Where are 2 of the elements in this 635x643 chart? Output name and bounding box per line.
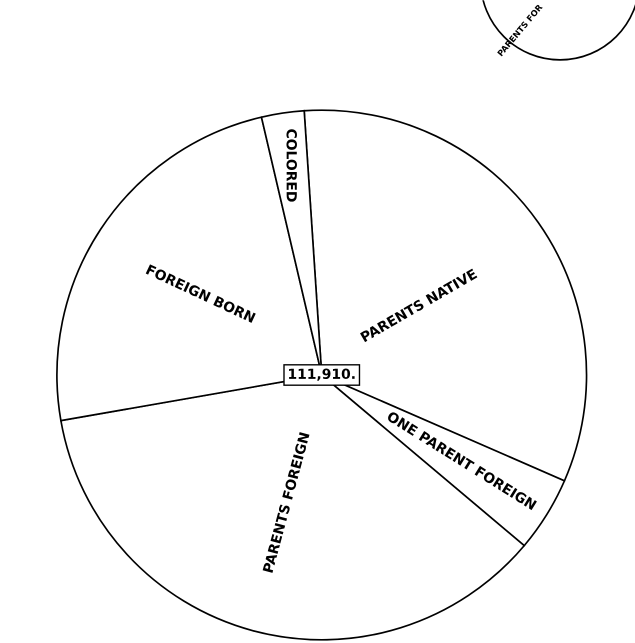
text: 111,910. xyxy=(289,368,355,381)
slice-label: COLORED xyxy=(286,129,297,202)
